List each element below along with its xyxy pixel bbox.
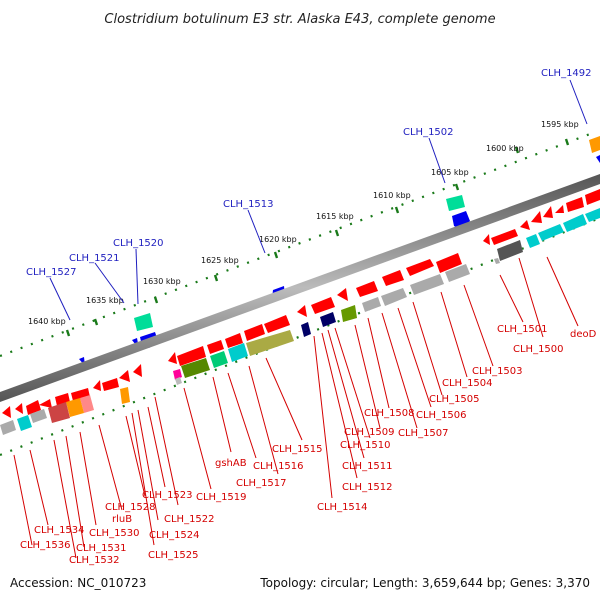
kbp-label: 1600 kbp bbox=[486, 144, 524, 153]
gene-label-bottom: CLH_1506 bbox=[416, 410, 467, 421]
gene-label-bottom: CLH_1516 bbox=[253, 461, 304, 472]
gene-label-bottom: CLH_1510 bbox=[340, 440, 391, 451]
gene-label-bottom: CLH_1500 bbox=[513, 344, 564, 355]
gene-label-top: CLH_1492 bbox=[541, 68, 592, 79]
gene-label-top: CLH_1520 bbox=[113, 238, 164, 249]
gene-label-bottom: CLH_1536 bbox=[20, 540, 71, 551]
gene-label-bottom: CLH_1524 bbox=[149, 530, 200, 541]
gene-label-bottom: CLH_1512 bbox=[342, 482, 393, 493]
genome-backbone bbox=[0, 174, 600, 402]
genome-summary-text: Topology: circular; Length: 3,659,644 bp… bbox=[259, 576, 590, 590]
lower-gene-row bbox=[0, 208, 600, 435]
gene-label-bottom: deoD bbox=[570, 329, 597, 340]
gene-label-bottom: CLH_1534 bbox=[34, 525, 85, 536]
map-title: Clostridium botulinum E3 str. Alaska E43… bbox=[104, 12, 495, 27]
gene-label-bottom: CLH_1508 bbox=[364, 408, 415, 419]
outer-ruler-dots bbox=[0, 132, 591, 358]
kbp-label: 1635 kbp bbox=[86, 296, 124, 305]
gene-label-bottom: CLH_1507 bbox=[398, 428, 449, 439]
gene-label-bottom: CLH_1501 bbox=[497, 324, 548, 335]
gene-label-bottom: CLH_1531 bbox=[76, 543, 127, 554]
gene-label-bottom: CLH_1532 bbox=[69, 555, 120, 566]
gene-label-bottom: CLH_1530 bbox=[89, 528, 140, 539]
kbp-label: 1625 kbp bbox=[201, 256, 239, 265]
upper-gene-row bbox=[2, 189, 600, 418]
gene-label-bottom: CLH_1525 bbox=[148, 550, 199, 561]
gene-label-bottom: CLH_1515 bbox=[272, 444, 323, 455]
gene-label-bottom: CLH_1519 bbox=[196, 492, 247, 503]
gene-label-bottom: CLH_1504 bbox=[442, 378, 493, 389]
gene-label-bottom: CLH_1522 bbox=[164, 514, 215, 525]
gene-label-bottom: CLH_1514 bbox=[317, 502, 368, 513]
gene-label-top: CLH_1521 bbox=[69, 253, 120, 264]
gene-label-bottom: CLH_1511 bbox=[342, 461, 393, 472]
kbp-label: 1610 kbp bbox=[373, 191, 411, 200]
gene-label-bottom: rluB bbox=[112, 514, 132, 525]
gene-label-bottom: CLH_1517 bbox=[236, 478, 287, 489]
outer-features bbox=[79, 136, 600, 366]
bottom-leader-lines bbox=[13, 256, 579, 559]
gene-label-top: CLH_1513 bbox=[223, 199, 274, 210]
gene-label-bottom: CLH_1523 bbox=[142, 490, 193, 501]
accession-text: Accession: NC_010723 bbox=[10, 576, 146, 590]
kbp-label: 1595 kbp bbox=[541, 120, 579, 129]
outer-major-ticks bbox=[65, 138, 570, 337]
gene-label-bottom: CLH_1505 bbox=[429, 394, 480, 405]
gene-label-bottom: CLH_1509 bbox=[344, 427, 395, 438]
gene-label-bottom: CLH_1528 bbox=[105, 502, 156, 513]
gene-label-bottom: CLH_1503 bbox=[472, 366, 523, 377]
gene-label-top: CLH_1527 bbox=[26, 267, 77, 278]
kbp-label: 1630 kbp bbox=[143, 277, 181, 286]
gene-label-top: CLH_1502 bbox=[403, 127, 454, 138]
gene-label-bottom: gshAB bbox=[215, 458, 247, 469]
top-leader-lines bbox=[49, 79, 588, 321]
kbp-label: 1615 kbp bbox=[316, 212, 354, 221]
kbp-label: 1620 kbp bbox=[259, 235, 297, 244]
kbp-label: 1605 kbp bbox=[431, 168, 469, 177]
kbp-label: 1640 kbp bbox=[28, 317, 66, 326]
